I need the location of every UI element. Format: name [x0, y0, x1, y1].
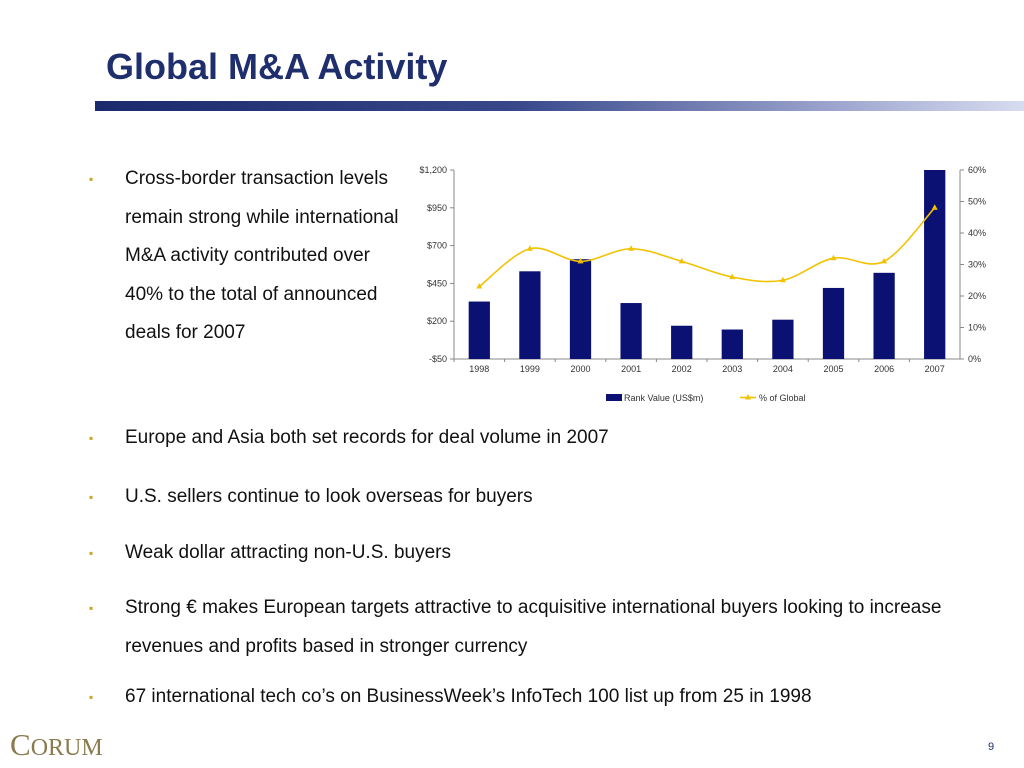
bullet-text: 67 international tech co’s on BusinessWe… [125, 686, 812, 707]
left-axis-tick-label: -$50 [429, 354, 447, 364]
x-axis-tick-label: 2006 [874, 364, 894, 374]
x-axis-tick-label: 2007 [925, 364, 945, 374]
bullet-us-sellers: ▪ U.S. sellers continue to look overseas… [89, 478, 985, 517]
pct-global-point-2004 [779, 276, 786, 283]
slide-title: Global M&A Activity [106, 46, 448, 87]
page-number: 9 [988, 741, 995, 753]
left-axis-tick-label: $700 [427, 241, 447, 251]
bar-2002 [671, 325, 693, 359]
bar-2000 [569, 259, 592, 359]
bullet-marker-icon: ▪ [89, 601, 94, 615]
right-axis-tick-label: 50% [968, 197, 986, 207]
pct-global-point-2006 [881, 257, 888, 264]
ma-activity-chart: -$50 $200 $450 $700 $950 $1,200 0% 10% 20% 30% 40%… [419, 165, 986, 403]
bullet-marker-icon: ▪ [89, 546, 94, 560]
pct-global-point-2003 [729, 273, 736, 280]
bullet-marker-icon: ▪ [89, 690, 94, 704]
x-axis-tick-label: 2004 [773, 364, 793, 374]
bar-2007 [924, 170, 946, 359]
legend-line-marker [745, 394, 751, 400]
right-axis-tick-label: 0% [968, 354, 981, 364]
pct-global-point-2002 [678, 257, 685, 264]
corum-logo: CORUM [10, 727, 103, 763]
bar-2001 [620, 303, 642, 359]
bullet-marker-icon: ▪ [89, 490, 94, 504]
pct-global-point-2000 [577, 257, 584, 264]
right-axis-tick-label: 40% [968, 228, 986, 238]
legend-line-label: % of Global [759, 393, 806, 403]
left-axis-tick-label: $1,200 [419, 165, 447, 175]
x-axis-tick-label: 2002 [672, 364, 692, 374]
right-axis-tick-label: 10% [968, 323, 986, 333]
bullet-europe-asia: ▪ Europe and Asia both set records for d… [89, 419, 985, 458]
bullet-strong-euro: ▪ Strong € makes European targets attrac… [89, 589, 985, 666]
pct-global-point-1998 [476, 283, 483, 289]
bullet-text: Cross-border transaction levels remain s… [125, 168, 399, 343]
x-axis-tick-label: 2001 [621, 364, 641, 374]
legend-bar-swatch [606, 394, 622, 401]
x-axis-tick-label: 2003 [722, 364, 742, 374]
pct-global-point-2001 [628, 245, 635, 251]
bullet-text: Weak dollar attracting non-U.S. buyers [125, 542, 451, 563]
bullet-marker-icon: ▪ [89, 431, 94, 445]
bar-1998 [468, 301, 490, 359]
logo-initial: C [10, 727, 31, 762]
x-axis-tick-label: 2005 [823, 364, 843, 374]
legend-bar-label: Rank Value (US$m) [624, 393, 703, 403]
bar-2004 [772, 319, 794, 359]
bullet-weak-dollar: ▪ Weak dollar attracting non-U.S. buyers [89, 534, 985, 573]
pct-global-line [478, 207, 936, 288]
bar-1999 [519, 271, 541, 359]
left-axis-tick-label: $200 [427, 316, 447, 326]
title-rule [95, 101, 1024, 111]
pct-global-point-2007 [931, 204, 938, 210]
left-axis-tick-label: $950 [427, 203, 447, 213]
bullet-cross-border: ▪ Cross-border transaction levels remain… [89, 160, 405, 353]
left-axis-tick-label: $450 [427, 278, 447, 288]
right-axis-tick-label: 20% [968, 291, 986, 301]
bar-2006 [873, 272, 895, 359]
right-axis-tick-label: 30% [968, 260, 986, 270]
pct-global-point-1999 [526, 245, 533, 251]
bullet-infotech: ▪ 67 international tech co’s on Business… [89, 678, 985, 717]
x-axis-tick-label: 2000 [570, 364, 590, 374]
bar-2003 [721, 329, 743, 359]
bullet-text: Strong € makes European targets attracti… [125, 597, 942, 657]
bullet-marker-icon: ▪ [89, 172, 94, 186]
logo-rest: ORUM [30, 735, 103, 761]
pct-global-point-2005 [830, 254, 837, 261]
bullet-text: U.S. sellers continue to look overseas f… [125, 486, 533, 507]
right-axis-tick-label: 60% [968, 165, 986, 175]
bullet-text: Europe and Asia both set records for dea… [125, 427, 609, 448]
bar-2005 [822, 287, 845, 359]
x-axis-tick-label: 1998 [469, 364, 489, 374]
x-axis-tick-label: 1999 [520, 364, 540, 374]
